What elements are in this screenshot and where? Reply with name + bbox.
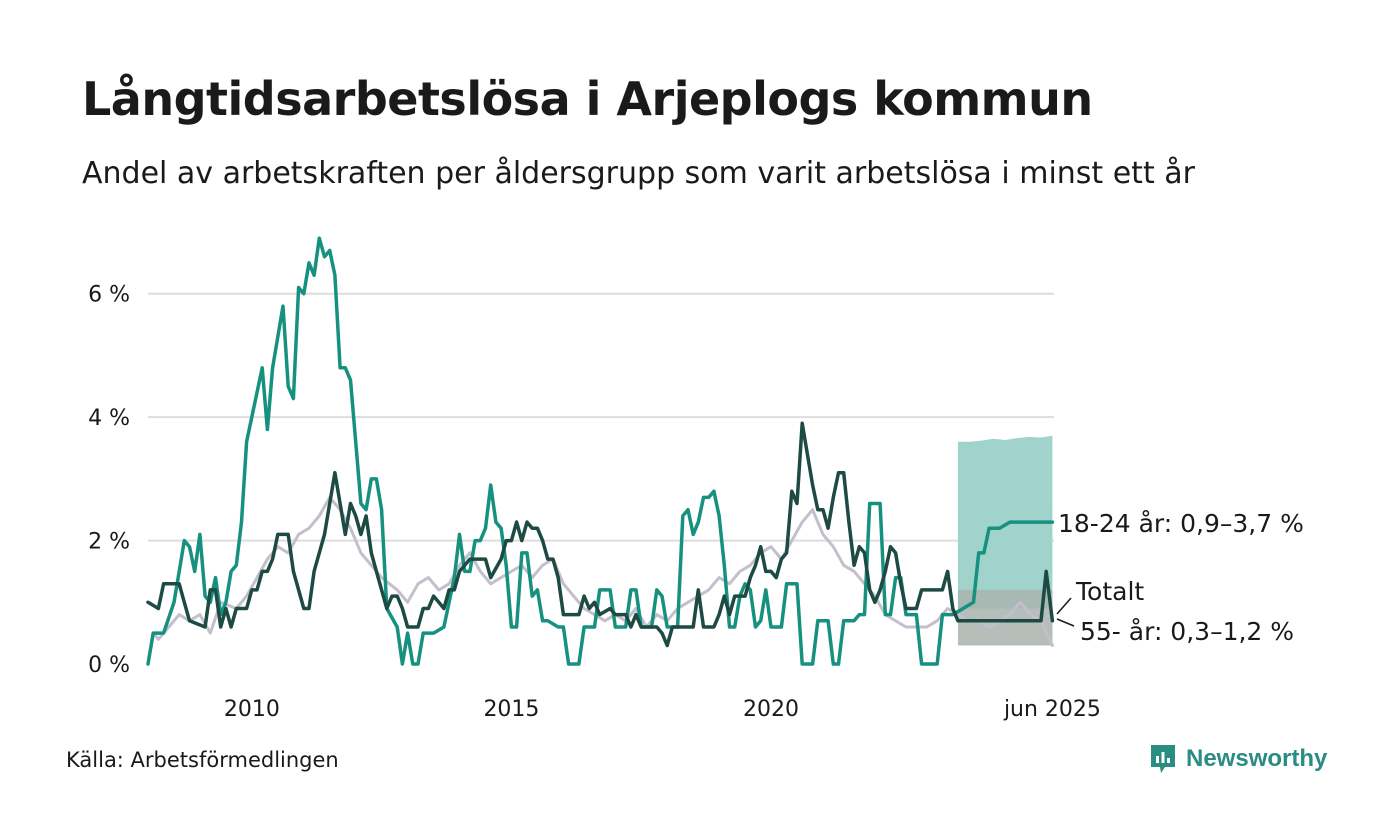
line-chart: 0 % 2 % 4 % 6 % 2010 2015 2020 jun 2025 18-24 … [88,236,1304,722]
y-tick-label: 2 % [88,530,130,555]
y-tick-label: 0 % [88,653,130,678]
x-tick-label: jun 2025 [1003,697,1101,722]
x-tick-label: 2020 [743,697,799,722]
x-tick-label: 2015 [483,697,539,722]
senior-leader-line [1056,618,1075,627]
series-total-line [146,421,1055,648]
series-55-line [146,495,1054,666]
newsworthy-icon [1151,745,1175,773]
source-note: Källa: Arbetsförmedlingen [66,748,339,772]
annotation-18-24: 18-24 år: 0,9–3,7 % [1058,509,1304,538]
x-tick-label: 2010 [224,697,280,722]
y-tick-label: 6 % [88,283,130,308]
y-axis-ticks: 0 % 2 % 4 % 6 % [88,283,130,678]
series-lines [146,236,1055,666]
range-bands [957,435,1053,646]
chart-title: Långtidsarbetslösa i Arjeplogs kommun [82,72,1093,126]
series-18-24-line [146,236,1055,666]
chart-subtitle: Andel av arbetskraften per åldersgrupp s… [82,156,1195,191]
annotation-total: Totalt [1075,577,1144,606]
brand-name: Newsworthy [1186,745,1328,772]
youth-range-band [957,435,1053,609]
x-axis-ticks: 2010 2015 2020 jun 2025 [224,697,1101,722]
annotation-55: 55- år: 0,3–1,2 % [1080,617,1294,646]
y-tick-label: 4 % [88,406,130,431]
total-leader-line [1056,597,1072,615]
brand-logo: Newsworthy [1148,742,1327,776]
annotations: 18-24 år: 0,9–3,7 % Totalt 55- år: 0,3–1,2… [1056,509,1304,646]
